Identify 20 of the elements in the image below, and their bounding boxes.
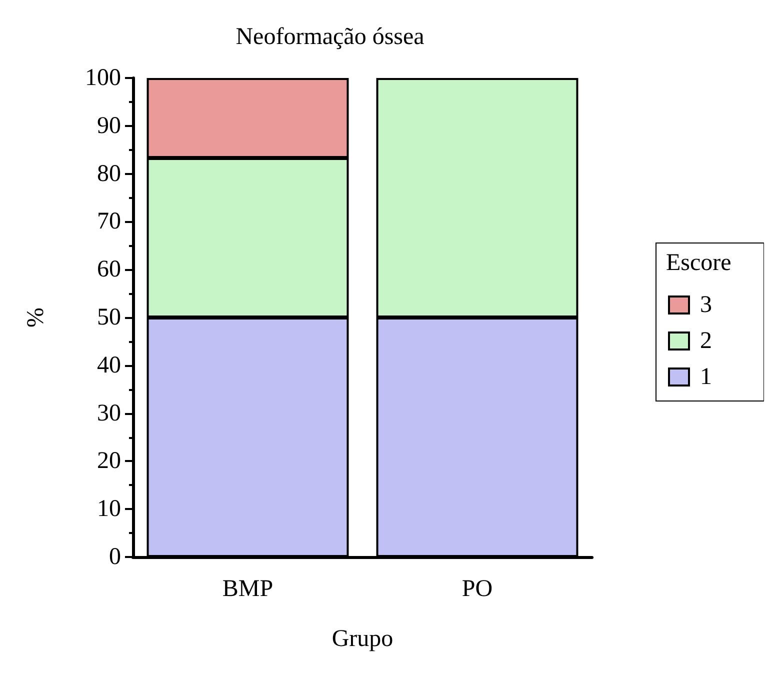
y-tick-label: 50 (97, 304, 121, 330)
legend-label: 3 (700, 292, 712, 318)
y-tick-label: 100 (85, 65, 121, 91)
y-tick-label: 80 (97, 160, 121, 187)
y-tick-label: 20 (97, 448, 121, 474)
x-axis-title: Grupo (332, 626, 394, 652)
y-tick-label: 40 (97, 352, 121, 378)
y-tick-label: 60 (97, 256, 121, 283)
x-tick-label: BMP (222, 576, 274, 602)
chart-title: Neoformação óssea (236, 24, 425, 50)
y-tick-label: 10 (97, 496, 121, 522)
legend-label: 1 (700, 364, 712, 390)
legend-label: 2 (700, 328, 712, 354)
y-tick-label: 70 (97, 208, 121, 235)
y-tick-label: 0 (109, 544, 121, 570)
y-tick-label: 90 (97, 112, 121, 139)
y-tick-label: 30 (97, 400, 121, 426)
legend-title: Escore (666, 250, 732, 276)
y-axis-title: % (23, 308, 49, 328)
x-tick-label: PO (462, 576, 493, 602)
